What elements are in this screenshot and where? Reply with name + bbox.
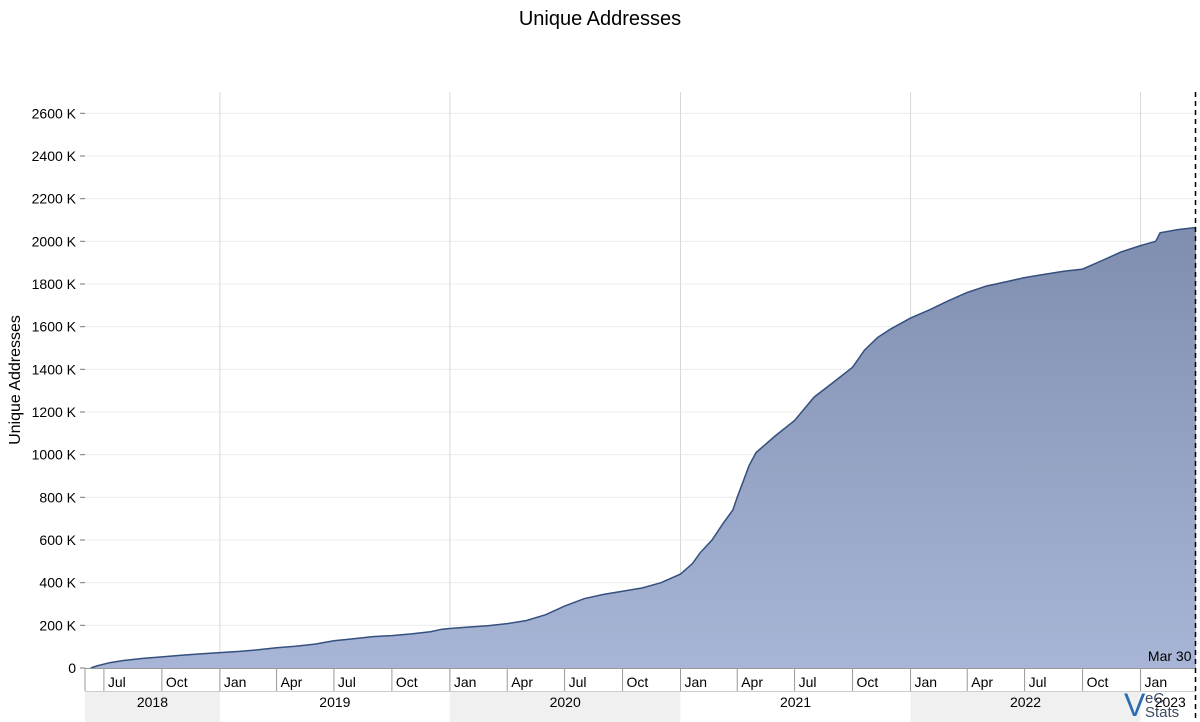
- x-tick-label: Jul: [569, 674, 587, 690]
- y-tick-label: 400 K: [39, 575, 76, 591]
- series-line: [90, 226, 1197, 669]
- vecstats-logo: V eC Stats: [1124, 687, 1179, 722]
- x-tick-label: Jul: [338, 674, 356, 690]
- year-label: 2018: [137, 694, 168, 710]
- y-axis: 0 200 K 400 K 600 K 800 K 1000 K 1200 K 1400 K 1…: [32, 105, 85, 676]
- y-tick-label: 800 K: [39, 489, 76, 505]
- year-band: [910, 692, 1141, 722]
- x-tick-label: Oct: [627, 674, 649, 690]
- x-tick-label: Oct: [1087, 674, 1109, 690]
- x-tick-label: Jan: [915, 674, 938, 690]
- x-tick-label: Oct: [166, 674, 188, 690]
- y-tick-label: 600 K: [39, 532, 76, 548]
- x-tick-label: Jan: [1145, 674, 1168, 690]
- x-tick-label: Jul: [799, 674, 817, 690]
- logo-text-line1: eC: [1145, 690, 1164, 707]
- year-band: [85, 692, 220, 722]
- year-bands: 2018 2019 2020 2021 2022 2023: [85, 692, 1186, 722]
- x-tick-label: Apr: [281, 674, 303, 690]
- year-label: 2019: [319, 694, 350, 710]
- y-tick-label: 1800 K: [32, 276, 77, 292]
- y-tick-label: 2600 K: [32, 105, 77, 121]
- date-marker-label: Mar 30: [1148, 648, 1192, 664]
- y-tick-label: 1600 K: [32, 319, 77, 335]
- x-tick-label: Jan: [224, 674, 247, 690]
- x-tick-label: Jul: [108, 674, 126, 690]
- y-tick-label: 200 K: [39, 617, 76, 633]
- year-label: 2023: [1155, 694, 1186, 710]
- date-marker: Mar 30: [1148, 92, 1197, 722]
- year-label: 2020: [550, 694, 581, 710]
- x-tick-label: Oct: [857, 674, 879, 690]
- data-series: [90, 226, 1197, 669]
- chart-title: Unique Addresses: [518, 8, 682, 30]
- x-tick-label: Apr: [741, 674, 763, 690]
- x-tick-label: Jan: [685, 674, 708, 690]
- year-label: 2022: [1010, 694, 1041, 710]
- y-tick-label: 0: [68, 660, 76, 676]
- logo-letter: V: [1124, 687, 1146, 722]
- year-label: 2021: [780, 694, 811, 710]
- x-axis: Jul Oct Jan Apr Jul Oct Jan Apr Jul Oct Jan Apr Jul O…: [84, 668, 1196, 692]
- y-tick-label: 2000 K: [32, 233, 77, 249]
- y-tick-label: 1200 K: [32, 404, 77, 420]
- x-tick-label: Jul: [1029, 674, 1047, 690]
- year-band: [449, 692, 681, 722]
- x-tick-label: Jan: [454, 674, 477, 690]
- y-tick-label: 1400 K: [32, 361, 77, 377]
- y-tick-label: 2400 K: [32, 148, 77, 164]
- y-tick-label: 2200 K: [32, 191, 77, 207]
- x-tick-label: Apr: [971, 674, 993, 690]
- y-axis-title: Unique Addresses: [7, 315, 24, 445]
- logo-text-line2: Stats: [1145, 704, 1179, 721]
- area-fill: [90, 227, 1196, 668]
- x-tick-label: Oct: [396, 674, 418, 690]
- x-tick-label: Apr: [511, 674, 533, 690]
- y-tick-label: 1000 K: [32, 447, 77, 463]
